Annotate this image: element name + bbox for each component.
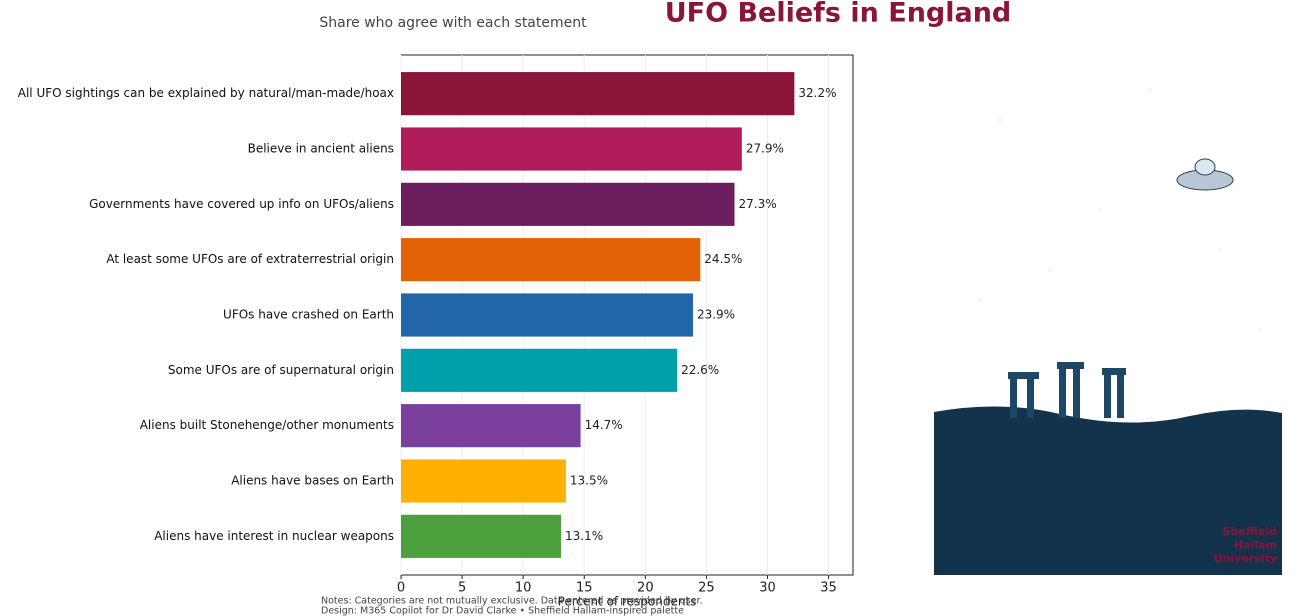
logo-text: Hallam: [1234, 539, 1277, 552]
x-tick-label: 15: [576, 581, 593, 596]
y-tick-label: Governments have covered up info on UFOs…: [89, 197, 394, 211]
chart-subtitle: Share who agree with each statement: [319, 15, 587, 31]
y-tick-label: Some UFOs are of supernatural origin: [168, 363, 394, 377]
note: Design: M365 Copilot for Dr David Clarke…: [321, 606, 684, 616]
value-label: 22.6%: [681, 363, 719, 377]
x-axis-label: Percent of respondents: [558, 595, 697, 609]
logo-text: Sheffield: [1222, 525, 1277, 538]
note: Notes: Categories are not mutually exclu…: [321, 596, 703, 607]
value-label: 13.1%: [565, 529, 603, 543]
x-tick-label: 35: [820, 581, 837, 596]
value-label: 27.9%: [746, 142, 784, 156]
bar: [401, 72, 795, 116]
bar: [401, 238, 701, 282]
y-tick-label: UFOs have crashed on Earth: [223, 308, 394, 322]
bar: [401, 293, 693, 337]
value-label: 32.2%: [798, 86, 836, 100]
y-tick-label: Aliens have interest in nuclear weapons: [154, 529, 394, 543]
y-tick-label: At least some UFOs are of extraterrestri…: [106, 252, 394, 266]
y-tick-label: All UFO sightings can be explained by na…: [18, 86, 394, 100]
bar: [401, 127, 742, 171]
bar: [401, 404, 581, 448]
chart-title: UFO Beliefs in England: [665, 0, 1012, 29]
value-label: 13.5%: [570, 474, 608, 488]
x-tick-label: 10: [515, 581, 532, 596]
y-tick-label: Aliens have bases on Earth: [231, 474, 394, 488]
bar: [401, 514, 562, 558]
value-label: 27.3%: [739, 197, 777, 211]
value-label: 14.7%: [585, 418, 623, 432]
x-tick-label: 25: [698, 581, 715, 596]
value-label: 24.5%: [704, 252, 742, 266]
x-tick-label: 0: [397, 581, 405, 596]
logo-text: University: [1214, 552, 1277, 565]
y-tick-label: Believe in ancient aliens: [248, 142, 394, 156]
decoration: [934, 89, 1282, 575]
x-tick-label: 20: [637, 581, 654, 596]
bar: [401, 459, 566, 503]
value-label: 23.9%: [697, 308, 735, 322]
x-tick-label: 30: [759, 581, 776, 596]
x-tick-label: 5: [458, 581, 466, 596]
bar: [401, 182, 735, 226]
bar: [401, 348, 678, 392]
y-tick-label: Aliens built Stonehenge/other monuments: [140, 418, 394, 432]
